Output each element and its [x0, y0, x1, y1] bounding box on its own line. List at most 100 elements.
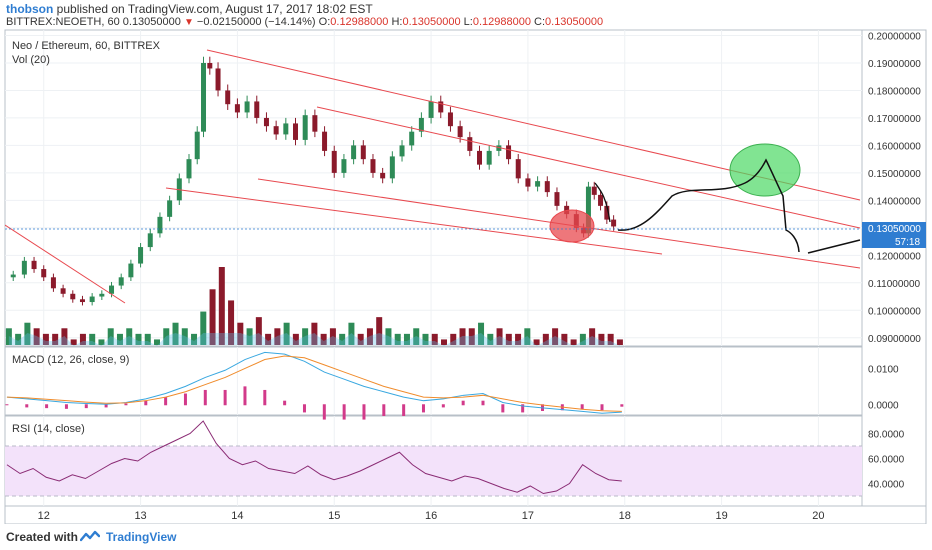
candle-body: [418, 117, 424, 132]
candle-body: [215, 68, 221, 91]
candle-body: [447, 112, 453, 127]
candle-body: [428, 101, 434, 118]
rsi-tick-label: 60.0000: [868, 455, 905, 466]
candle-body: [351, 145, 357, 160]
candle-body: [585, 186, 591, 234]
time-axis[interactable]: [4, 505, 927, 524]
green-ellipse[interactable]: [729, 143, 801, 197]
candle-body: [70, 293, 76, 300]
time-tick-label: 17: [522, 510, 534, 522]
volume-bar: [505, 333, 512, 345]
macd-histogram-bar: [223, 389, 227, 406]
chart-canvas[interactable]: 12 13 14 15 16 17 18 19 20 0.20000000 0.19000000 0.…: [0, 0, 932, 524]
low-value: 0.12988000: [472, 16, 531, 28]
macd-histogram-bar: [64, 404, 68, 409]
volume-bar: [487, 333, 494, 345]
tradingview-brand[interactable]: TradingView: [106, 530, 177, 544]
candle-body: [60, 288, 66, 294]
volume-bar: [413, 328, 420, 345]
candle-body: [157, 216, 163, 234]
time-tick-label: 13: [134, 510, 146, 522]
macd-pane[interactable]: [4, 346, 863, 416]
time-tick-label: 14: [231, 510, 243, 522]
axis-labels: 12 13 14 15 16 17 18 19 20 0.20000000 0.19000000 0.…: [38, 31, 922, 522]
forecast-connector[interactable]: [594, 182, 611, 223]
forecast-path[interactable]: [617, 158, 800, 253]
channel-bottom[interactable]: [165, 187, 663, 255]
candle-body: [515, 159, 521, 179]
volume-bar: [468, 328, 475, 345]
main-grid: [5, 30, 862, 506]
candle-body: [380, 172, 386, 179]
price-axis[interactable]: [861, 29, 927, 507]
volume-bar: [450, 333, 457, 345]
price-tick-label: 0.19000000: [868, 59, 921, 70]
candle-body: [331, 150, 337, 173]
rsi-band: [5, 445, 862, 497]
volume-bar: [422, 333, 429, 345]
macd-histogram-bar: [302, 404, 306, 413]
symbol-line: BITTREX:NEOETH, 60: [6, 16, 120, 28]
author-name[interactable]: thobson: [6, 2, 54, 16]
candle-body: [312, 115, 318, 132]
macd-histogram-bar: [342, 404, 346, 420]
macd-histogram-bar: [203, 389, 207, 406]
candle-body: [598, 194, 604, 206]
macd-histogram-bar: [421, 404, 425, 413]
volume-bar: [348, 322, 355, 345]
volume-bar: [154, 339, 161, 345]
candle-body: [544, 181, 550, 193]
macd-series-line: [6, 355, 622, 412]
macd-histogram-bar: [183, 393, 187, 406]
volume-bars: [5, 267, 623, 345]
volume-bar: [385, 328, 392, 345]
volume-bar: [311, 322, 318, 345]
rsi-band-fill: [5, 446, 862, 496]
candle-body: [525, 178, 531, 187]
volume-bar: [144, 333, 151, 345]
volume-bar: [126, 328, 133, 345]
channel-upper-mid[interactable]: [316, 106, 861, 229]
volume-ma-area: [8, 333, 620, 346]
volume-bar: [376, 317, 383, 345]
macd-histogram-bar: [501, 404, 505, 413]
candle-body: [389, 156, 395, 179]
candle-body: [186, 159, 192, 179]
volume-bar: [265, 333, 272, 345]
candle-body: [604, 205, 610, 220]
volume-bar: [181, 328, 188, 345]
last-price-tag-text: 0.13050000: [868, 224, 921, 235]
rsi-tick-label: 40.0000: [868, 480, 905, 491]
candle-body: [360, 145, 366, 160]
volume-bar: [533, 339, 540, 345]
candle-body: [263, 117, 269, 127]
volume-bar: [70, 339, 77, 345]
volume-bar: [552, 328, 559, 345]
trendline-early[interactable]: [5, 224, 126, 304]
candle-body: [554, 192, 560, 206]
volume-bar: [61, 328, 68, 345]
volume-bar: [24, 322, 31, 345]
candle-body: [147, 233, 153, 248]
volume-bar: [524, 328, 531, 345]
volume-bar: [107, 328, 114, 345]
low-label: L:: [463, 16, 473, 28]
candle-body: [194, 131, 200, 160]
macd-tick-label: 0.0100: [868, 364, 899, 375]
candle-body: [476, 150, 482, 165]
volume-bar: [431, 333, 438, 345]
rsi-line: [6, 420, 622, 495]
time-tick-label: 20: [812, 510, 824, 522]
candle-body: [273, 126, 279, 135]
candle-body: [31, 260, 37, 270]
volume-bar: [542, 333, 549, 345]
volume-bar: [52, 333, 59, 345]
time-tick-label: 16: [425, 510, 437, 522]
red-ellipse[interactable]: [549, 209, 595, 243]
candle-body: [409, 131, 415, 146]
candle-body: [201, 62, 207, 132]
volume-bar: [496, 328, 503, 345]
macd-histogram-bar: [322, 404, 326, 420]
forecast-rebound[interactable]: [807, 239, 861, 254]
main-pane[interactable]: [4, 29, 863, 347]
